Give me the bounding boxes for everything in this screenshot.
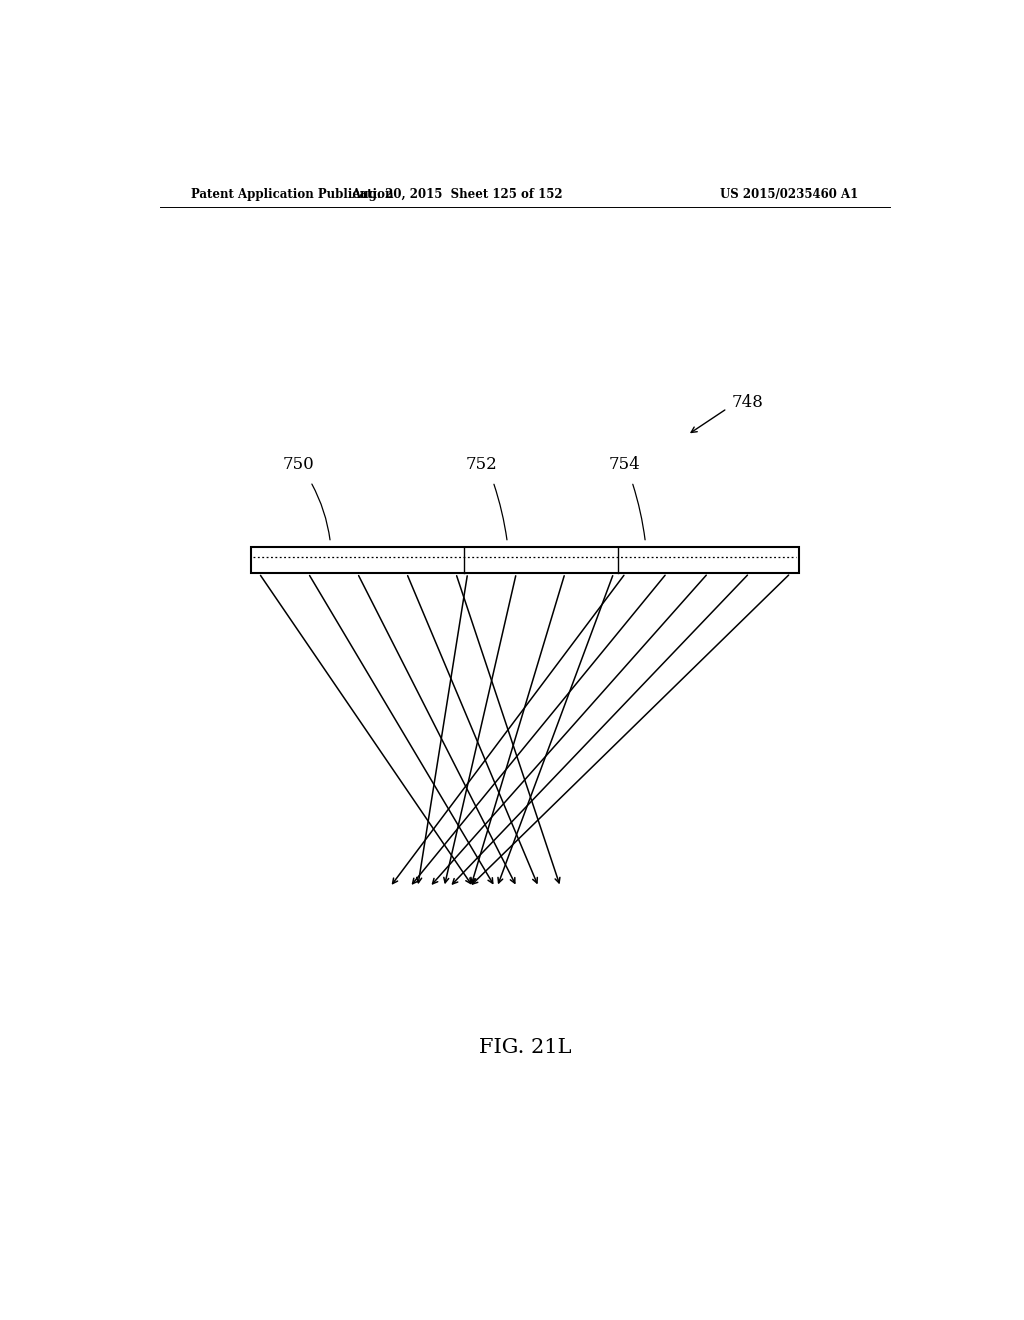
Text: Aug. 20, 2015  Sheet 125 of 152: Aug. 20, 2015 Sheet 125 of 152 [351,189,563,202]
Text: Patent Application Publication: Patent Application Publication [191,189,394,202]
Text: 750: 750 [283,457,314,474]
Text: 752: 752 [465,457,497,474]
Text: 748: 748 [731,393,763,411]
Bar [251,546,799,573]
Text: FIG. 21L: FIG. 21L [478,1039,571,1057]
Text: US 2015/0235460 A1: US 2015/0235460 A1 [720,189,858,202]
Text: 754: 754 [608,457,640,474]
